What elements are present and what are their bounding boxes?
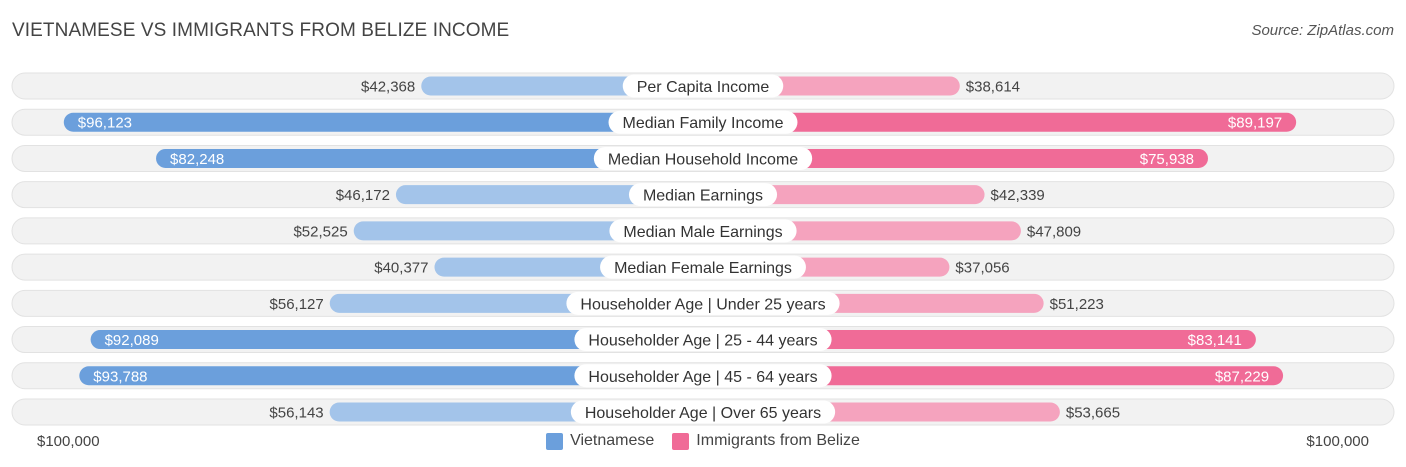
- category-pill: [593, 146, 813, 170]
- category-pill: [566, 291, 840, 315]
- category-label: Per Capita Income: [637, 79, 770, 96]
- bar-vietnamese[interactable]: [156, 148, 704, 168]
- bar-immigrants-from-belize[interactable]: [703, 330, 1256, 350]
- category-pill: [600, 255, 806, 279]
- value-label-immigrants-from-belize: $87,229: [1215, 368, 1269, 385]
- chart-row: $96,123 $89,197 Median Family Income: [11, 108, 1395, 136]
- category-label: Median Family Income: [623, 115, 784, 132]
- value-label-vietnamese: $46,172: [336, 187, 390, 204]
- chart-row: $46,172 $42,339 Median Earnings: [11, 181, 1395, 209]
- value-label-vietnamese: $52,525: [293, 223, 347, 240]
- value-label-vietnamese: $82,248: [170, 151, 224, 168]
- value-label-immigrants-from-belize: $38,614: [966, 79, 1020, 96]
- legend-swatch-vietnamese: [546, 432, 564, 450]
- category-pill: [570, 400, 836, 424]
- value-label-immigrants-from-belize: $37,056: [955, 260, 1009, 277]
- value-label-vietnamese: $42,368: [361, 79, 415, 96]
- category-pill: [574, 364, 832, 388]
- chart-row: $42,368 $38,614 Per Capita Income: [11, 72, 1395, 100]
- category-pill: [628, 183, 778, 207]
- value-label-immigrants-from-belize: $83,141: [1188, 332, 1242, 349]
- bar-immigrants-from-belize[interactable]: [703, 112, 1297, 132]
- category-label: Householder Age | Under 25 years: [580, 296, 825, 313]
- bar-vietnamese[interactable]: [63, 112, 704, 132]
- value-label-vietnamese: $96,123: [78, 115, 132, 132]
- legend-label-immigrants-from-belize: Immigrants from Belize: [696, 432, 860, 449]
- chart-row: $56,127 $51,223 Householder Age | Under 25…: [11, 289, 1395, 317]
- category-label: Householder Age | 45 - 64 years: [588, 369, 817, 386]
- value-label-immigrants-from-belize: $89,197: [1228, 115, 1282, 132]
- source-label: Source: ZipAtlas.com: [1251, 22, 1394, 39]
- category-label: Median Household Income: [608, 151, 798, 168]
- category-pill: [608, 110, 798, 134]
- value-label-vietnamese: $56,143: [269, 404, 323, 421]
- category-label: Householder Age | 25 - 44 years: [588, 333, 817, 350]
- value-label-immigrants-from-belize: $75,938: [1140, 151, 1194, 168]
- legend-label-vietnamese: Vietnamese: [570, 432, 655, 449]
- value-label-vietnamese: $92,089: [105, 332, 159, 349]
- category-label: Median Earnings: [643, 188, 763, 205]
- legend-item-immigrants-from-belize[interactable]: Immigrants from Belize: [672, 432, 860, 450]
- bar-vietnamese[interactable]: [395, 185, 703, 205]
- legend: Vietnamese Immigrants from Belize: [0, 432, 1406, 450]
- axis-right-label: $100,000: [1306, 433, 1369, 450]
- chart-row: $93,788 $87,229 Householder Age | 45 - 64 …: [11, 362, 1395, 390]
- value-label-vietnamese: $93,788: [93, 368, 147, 385]
- bar-immigrants-from-belize[interactable]: [703, 148, 1208, 168]
- value-label-immigrants-from-belize: $47,809: [1027, 223, 1081, 240]
- chart-row: $40,377 $37,056 Median Female Earnings: [11, 253, 1395, 281]
- value-label-immigrants-from-belize: $42,339: [991, 187, 1045, 204]
- legend-swatch-immigrants-from-belize: [672, 432, 690, 450]
- axis-left-label: $100,000: [37, 433, 100, 450]
- legend-item-vietnamese[interactable]: Vietnamese: [546, 432, 654, 450]
- chart-row: $82,248 $75,938 Median Household Income: [11, 144, 1395, 172]
- chart-row: $52,525 $47,809 Median Male Earnings: [11, 217, 1395, 245]
- category-label: Householder Age | Over 65 years: [585, 405, 821, 422]
- chart-row: $92,089 $83,141 Householder Age | 25 - 44 …: [11, 326, 1395, 354]
- value-label-vietnamese: $40,377: [374, 260, 428, 277]
- value-label-vietnamese: $56,127: [270, 296, 324, 313]
- chart-title: VIETNAMESE VS IMMIGRANTS FROM BELIZE INC…: [12, 20, 510, 41]
- category-label: Median Female Earnings: [614, 260, 792, 277]
- category-pill: [574, 328, 832, 352]
- category-pill: [622, 74, 784, 98]
- value-label-immigrants-from-belize: $53,665: [1066, 404, 1120, 421]
- bar-vietnamese[interactable]: [90, 330, 703, 350]
- category-label: Median Male Earnings: [623, 224, 782, 241]
- category-pill: [609, 219, 797, 243]
- chart-area: $42,368 $38,614 Per Capita Income $96,123 $8…: [11, 72, 1395, 426]
- bar-immigrants-from-belize[interactable]: [703, 366, 1284, 386]
- value-label-immigrants-from-belize: $51,223: [1050, 296, 1104, 313]
- chart-row: $56,143 $53,665 Householder Age | Over 65 …: [11, 398, 1395, 426]
- bar-vietnamese[interactable]: [79, 366, 703, 386]
